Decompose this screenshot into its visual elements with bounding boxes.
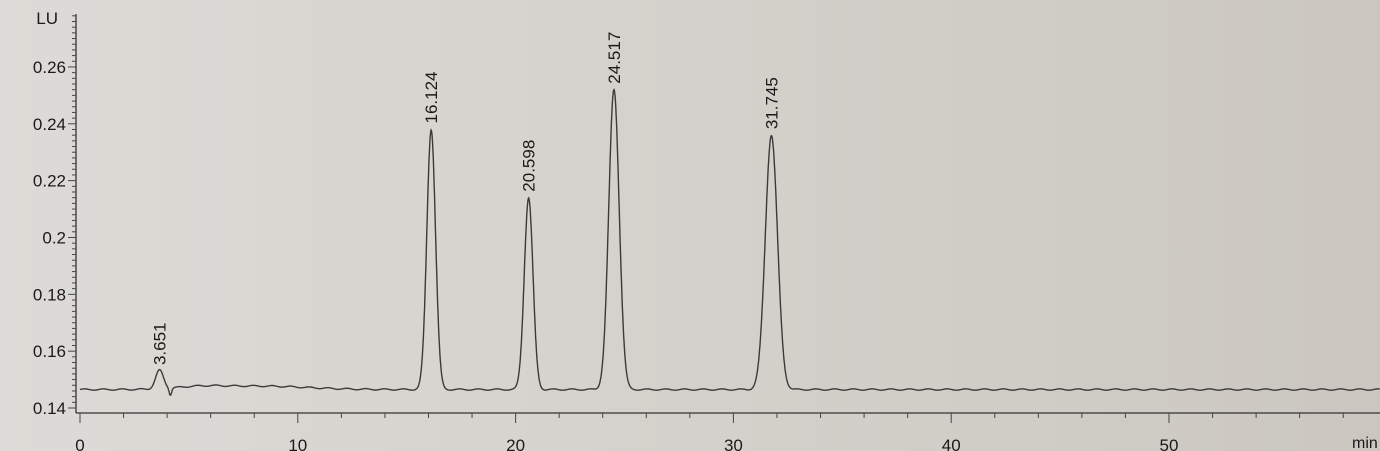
x-tick-label: 0 <box>75 436 84 451</box>
y-tick-label: 0.16 <box>33 342 66 361</box>
y-tick-label: 0.24 <box>33 115 66 134</box>
peak-label: 16.124 <box>422 71 441 123</box>
y-tick-label: 0.26 <box>33 58 66 77</box>
y-axis-unit-label: LU <box>36 9 58 28</box>
peak-label: 3.651 <box>151 323 170 366</box>
y-tick-label: 0.18 <box>33 285 66 304</box>
peak-labels: 3.651 16.124 20.598 24.517 31.745 <box>151 32 782 365</box>
x-tick-label: 40 <box>942 436 961 451</box>
x-tick-label: 50 <box>1160 436 1179 451</box>
y-tick-label: 0.14 <box>33 399 66 418</box>
y-axis: 0.14 0.16 0.18 0.2 0.22 0.24 0.26 <box>33 14 77 418</box>
x-axis-unit-label: min <box>1352 435 1378 451</box>
y-tick-label: 0.2 <box>42 228 66 247</box>
peak-label: 20.598 <box>520 140 539 192</box>
chromatogram-trace <box>79 88 1380 396</box>
peak-label: 24.517 <box>605 32 624 84</box>
x-tick-label: 30 <box>724 436 743 451</box>
x-tick-label: 10 <box>288 436 307 451</box>
x-tick-label: 20 <box>506 436 525 451</box>
peak-label: 31.745 <box>762 77 781 129</box>
y-tick-label: 0.22 <box>33 172 66 191</box>
x-axis: 0 10 20 30 40 50 <box>75 412 1380 451</box>
